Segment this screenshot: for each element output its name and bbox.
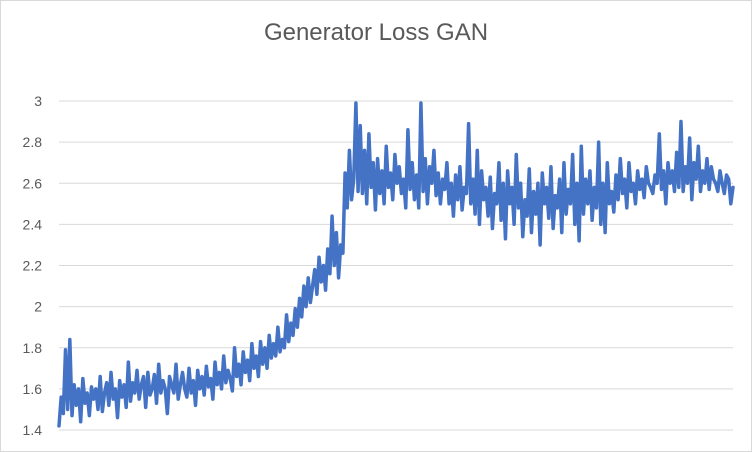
y-tick-label: 1.8	[23, 340, 43, 356]
y-tick-label: 2.4	[23, 216, 43, 232]
y-tick-label: 1.6	[23, 381, 43, 397]
y-tick-label: 3	[34, 93, 42, 109]
y-tick-label: 2.2	[23, 258, 43, 274]
y-tick-label: 2.6	[23, 175, 43, 191]
y-axis-ticks: 1.4 1.6 1.8 2 2.2 2.4 2.6 2.8 3	[23, 93, 43, 438]
chart-title: Generator Loss GAN	[263, 19, 489, 46]
y-tick-label: 2.8	[23, 134, 43, 150]
y-tick-label: 1.4	[23, 422, 43, 438]
series-line	[57, 101, 735, 428]
series-layer	[57, 101, 735, 428]
y-tick-label: 2	[34, 299, 42, 315]
